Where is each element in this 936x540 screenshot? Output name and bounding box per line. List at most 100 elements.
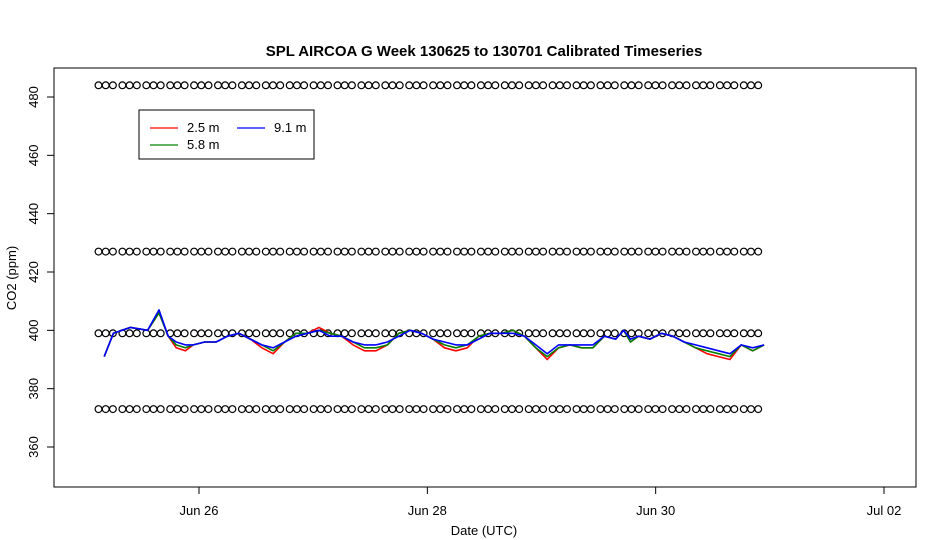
calibration-marker — [324, 247, 333, 256]
calibration-marker — [453, 329, 462, 338]
calibration-marker — [261, 329, 270, 338]
calibration-marker — [347, 247, 356, 256]
calibration-marker — [682, 247, 691, 256]
calibration-marker — [132, 81, 141, 90]
calibration-marker — [723, 405, 732, 414]
calibration-marker — [548, 405, 557, 414]
calibration-marker — [603, 405, 612, 414]
calibration-marker — [108, 81, 117, 90]
calibration-marker — [699, 405, 708, 414]
calibration-marker — [668, 247, 677, 256]
calibration-marker — [118, 81, 127, 90]
calibration-marker — [539, 329, 548, 338]
calibration-marker — [460, 329, 469, 338]
calibration-marker — [108, 405, 117, 414]
calibration-marker — [237, 405, 246, 414]
x-tick-label: Jun 26 — [179, 503, 218, 518]
y-tick-label: 400 — [26, 319, 41, 341]
calibration-marker — [754, 81, 763, 90]
calibration-marker — [596, 405, 605, 414]
calibration-marker — [500, 247, 509, 256]
calibration-marker — [228, 247, 237, 256]
calibration-marker — [412, 405, 421, 414]
calibration-marker — [269, 329, 278, 338]
calibration-marker — [515, 81, 524, 90]
calibration-marker — [261, 405, 270, 414]
calibration-marker — [357, 405, 366, 414]
calibration-marker — [197, 247, 206, 256]
calibration-marker — [610, 81, 619, 90]
calibration-marker — [142, 81, 151, 90]
calibration-marker — [644, 329, 653, 338]
calibration-marker — [228, 81, 237, 90]
calibration-marker — [706, 329, 715, 338]
calibration-marker — [658, 81, 667, 90]
x-tick-label: Jun 28 — [408, 503, 447, 518]
calibration-marker — [627, 81, 636, 90]
calibration-marker — [388, 329, 397, 338]
calibration-marker — [603, 247, 612, 256]
calibration-marker — [156, 405, 165, 414]
calibration-marker — [300, 405, 309, 414]
calibration-marker — [204, 405, 213, 414]
y-axis: 360 380 400 420 440 460 480 — [26, 86, 54, 458]
calibration-marker — [668, 405, 677, 414]
calibration-marker — [699, 81, 708, 90]
calibration-marker — [730, 247, 739, 256]
calibration-marker — [715, 81, 724, 90]
series-line-9-1-m — [103, 309, 765, 357]
calibration-marker — [467, 247, 476, 256]
calibration-marker — [596, 329, 605, 338]
calibration-marker — [94, 81, 103, 90]
calibration-marker — [436, 405, 445, 414]
calibration-marker — [562, 247, 571, 256]
calibration-marker — [484, 405, 493, 414]
calibration-marker — [531, 329, 540, 338]
calibration-marker — [596, 81, 605, 90]
calibration-marker — [395, 247, 404, 256]
calibration-marker — [94, 405, 103, 414]
legend: 2.5 m 5.8 m 9.1 m — [138, 109, 315, 160]
calibration-marker — [300, 81, 309, 90]
calibration-marker — [324, 81, 333, 90]
calibration-marker — [245, 405, 254, 414]
calibration-marker — [190, 247, 199, 256]
calibration-marker — [675, 329, 684, 338]
calibration-marker — [156, 329, 165, 338]
calibration-marker — [436, 81, 445, 90]
calibration-marker — [524, 247, 533, 256]
calibration-marker — [419, 247, 428, 256]
calibration-marker — [166, 405, 175, 414]
calibration-marker — [620, 81, 629, 90]
calibration-marker — [620, 247, 629, 256]
calibration-marker — [156, 81, 165, 90]
calibration-marker — [261, 247, 270, 256]
calibration-marker — [691, 81, 700, 90]
calibration-marker — [388, 81, 397, 90]
calibration-marker — [381, 405, 390, 414]
calibration-marker — [316, 81, 325, 90]
calibration-marker — [221, 247, 230, 256]
calibration-marker — [539, 247, 548, 256]
calibration-marker — [173, 405, 182, 414]
series-lines — [103, 309, 765, 361]
calibration-marker — [405, 405, 414, 414]
calibration-marker — [347, 405, 356, 414]
calibration-marker — [276, 81, 285, 90]
calibration-markers — [94, 81, 763, 414]
calibration-marker — [364, 329, 373, 338]
calibration-marker — [429, 81, 438, 90]
legend-label: 5.8 m — [187, 137, 220, 152]
calibration-marker — [706, 81, 715, 90]
calibration-marker — [149, 329, 158, 338]
calibration-marker — [627, 247, 636, 256]
calibration-marker — [675, 81, 684, 90]
calibration-marker — [316, 247, 325, 256]
calibration-marker — [190, 81, 199, 90]
calibration-marker — [699, 247, 708, 256]
calibration-marker — [197, 405, 206, 414]
y-axis-label: CO2 (ppm) — [4, 246, 19, 310]
calibration-marker — [572, 81, 581, 90]
calibration-marker — [644, 247, 653, 256]
